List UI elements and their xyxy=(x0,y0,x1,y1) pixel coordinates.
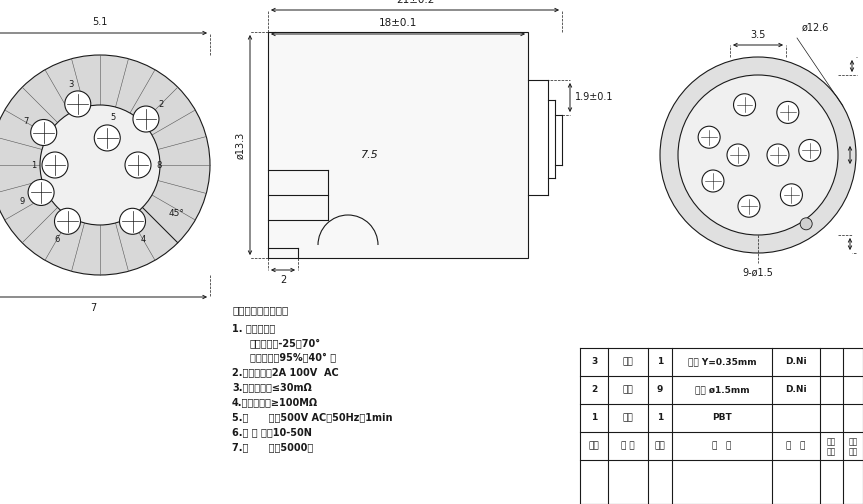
Text: 相对湿度：95%（40° ）: 相对湿度：95%（40° ） xyxy=(250,352,336,362)
Text: 1.9±0.1: 1.9±0.1 xyxy=(575,93,614,102)
Circle shape xyxy=(119,208,146,234)
Text: ø12.6: ø12.6 xyxy=(802,23,829,33)
Text: 5: 5 xyxy=(110,113,116,122)
Text: D.Ni: D.Ni xyxy=(785,357,807,366)
Text: 5.1: 5.1 xyxy=(92,17,108,27)
Text: 45°: 45° xyxy=(168,209,184,218)
Text: 单件: 单件 xyxy=(827,437,836,447)
Text: 8: 8 xyxy=(156,160,161,169)
Circle shape xyxy=(777,101,799,123)
Text: 6.插 拔 力：10-50N: 6.插 拔 力：10-50N xyxy=(232,427,312,437)
Text: 层层: 层层 xyxy=(622,357,633,366)
Circle shape xyxy=(133,106,159,132)
Circle shape xyxy=(42,152,68,178)
Text: 3: 3 xyxy=(591,357,597,366)
Circle shape xyxy=(727,144,749,166)
Text: 环境温度：-25～70°: 环境温度：-25～70° xyxy=(250,338,321,348)
Text: 1.45: 1.45 xyxy=(862,100,863,110)
Circle shape xyxy=(698,126,720,148)
Text: 1: 1 xyxy=(591,413,597,422)
Text: 处   理: 处 理 xyxy=(786,442,806,451)
Text: 插针: 插针 xyxy=(622,386,633,395)
Text: 21±0.2: 21±0.2 xyxy=(396,0,434,5)
Text: 7.寿      命：5000次: 7.寿 命：5000次 xyxy=(232,442,313,452)
Circle shape xyxy=(800,218,812,230)
Text: 1. 使用条件：: 1. 使用条件： xyxy=(232,323,275,333)
Text: 7: 7 xyxy=(90,303,96,313)
Text: 6: 6 xyxy=(54,235,60,244)
Circle shape xyxy=(767,144,789,166)
Text: 4: 4 xyxy=(141,235,146,244)
Text: 1.2: 1.2 xyxy=(862,185,863,195)
Text: 2.额定负荷：2A 100V  AC: 2.额定负荷：2A 100V AC xyxy=(232,367,339,377)
Text: 3.接触电阱：≤30mΩ: 3.接触电阱：≤30mΩ xyxy=(232,382,312,392)
Circle shape xyxy=(94,125,120,151)
Text: 名 称: 名 称 xyxy=(621,442,635,451)
Text: 2: 2 xyxy=(591,386,597,395)
Circle shape xyxy=(0,55,210,275)
Circle shape xyxy=(799,140,821,161)
Circle shape xyxy=(660,57,856,253)
Text: 3.5: 3.5 xyxy=(750,30,765,40)
Text: 黄铜 ø1.5mm: 黄铜 ø1.5mm xyxy=(695,386,749,395)
Text: 2.7: 2.7 xyxy=(862,143,863,153)
Text: 9-ø1.5: 9-ø1.5 xyxy=(742,268,773,278)
Text: 3: 3 xyxy=(68,80,73,89)
Text: 盖座: 盖座 xyxy=(622,413,633,422)
Circle shape xyxy=(31,119,57,146)
Text: 材   料: 材 料 xyxy=(712,442,732,451)
Text: 1: 1 xyxy=(657,357,663,366)
Text: 序号: 序号 xyxy=(589,442,600,451)
Text: 质量: 质量 xyxy=(848,448,858,457)
Circle shape xyxy=(125,152,151,178)
Text: PBT: PBT xyxy=(712,413,732,422)
Text: 主要技术特性要求：: 主要技术特性要求： xyxy=(232,305,288,315)
Circle shape xyxy=(54,208,80,234)
Text: ø13.3: ø13.3 xyxy=(235,132,245,159)
Circle shape xyxy=(734,94,755,116)
Text: 总计: 总计 xyxy=(848,437,858,447)
Text: 5.耐      压：500V AC（50Hz）1min: 5.耐 压：500V AC（50Hz）1min xyxy=(232,412,393,422)
Circle shape xyxy=(65,91,91,117)
Circle shape xyxy=(678,75,838,235)
Circle shape xyxy=(738,195,760,217)
Text: 1: 1 xyxy=(657,413,663,422)
Text: D.Ni: D.Ni xyxy=(785,386,807,395)
Text: 2: 2 xyxy=(280,275,287,285)
Circle shape xyxy=(28,179,54,206)
Circle shape xyxy=(702,170,724,192)
Text: 数量: 数量 xyxy=(655,442,665,451)
Circle shape xyxy=(40,105,160,225)
Circle shape xyxy=(780,184,803,206)
Bar xyxy=(268,32,528,258)
Text: 黄铜 Y=0.35mm: 黄铜 Y=0.35mm xyxy=(688,357,756,366)
Text: 7.5: 7.5 xyxy=(361,150,379,160)
Text: 18±0.1: 18±0.1 xyxy=(379,18,417,28)
Text: 7: 7 xyxy=(22,117,28,127)
Text: 1: 1 xyxy=(31,160,36,169)
Text: 9: 9 xyxy=(20,197,25,206)
Text: 2: 2 xyxy=(158,100,163,109)
Text: 4.绕缘电阱：≥100MΩ: 4.绕缘电阱：≥100MΩ xyxy=(232,397,318,407)
Text: 9: 9 xyxy=(657,386,663,395)
Text: 质量: 质量 xyxy=(827,448,836,457)
